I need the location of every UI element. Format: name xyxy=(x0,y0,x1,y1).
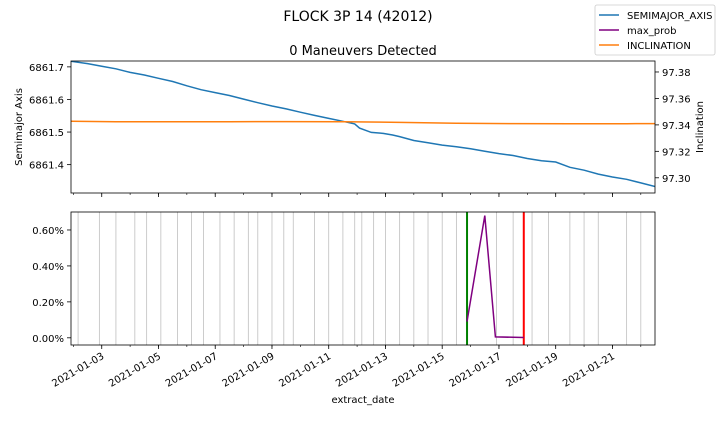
legend-label: SEMIMAJOR_AXIS xyxy=(627,11,712,22)
bottom-y-axis: 0.00% 0.20% 0.40% 0.60% xyxy=(32,226,71,345)
top-panel: 0 Maneuvers Detected 6861.46861.56861.66… xyxy=(14,44,706,197)
left-tick-label: 6861.5 xyxy=(29,128,64,139)
figure-title: FLOCK 3P 14 (42012) xyxy=(283,9,432,25)
legend-label: max_prob xyxy=(627,26,677,37)
bottom-y-tick-label: 0.20% xyxy=(32,298,64,309)
right-tick-label: 97.30 xyxy=(662,174,691,185)
top-left-axis: 6861.4 6861.5 6861.6 6861.7 xyxy=(29,63,71,172)
bottom-panel-frame xyxy=(70,211,656,346)
top-right-axis-label: Inclination xyxy=(695,101,706,153)
bottom-y-tick-label: 0.60% xyxy=(32,226,64,237)
series-line-max-prob xyxy=(466,215,524,339)
bottom-series-group xyxy=(77,212,642,345)
left-tick-label: 6861.7 xyxy=(29,63,64,74)
top-panel-title: 0 Maneuvers Detected xyxy=(289,44,437,59)
bottom-y-tick-label: 0.00% xyxy=(32,334,64,345)
legend-label: INCLINATION xyxy=(627,41,691,52)
legend-box xyxy=(594,4,716,56)
legend: SEMIMAJOR_AXIS max_prob INCLINATION xyxy=(594,4,716,56)
top-series-group xyxy=(71,61,655,188)
bottom-y-tick-label: 0.40% xyxy=(32,262,64,273)
top-right-axis: 97.30 97.32 97.34 97.36 97.38 xyxy=(655,68,691,185)
right-tick-label: 97.34 xyxy=(662,121,691,132)
top-panel-frame xyxy=(70,60,656,194)
right-tick-label: 97.36 xyxy=(662,94,691,105)
x-axis-label: extract_date xyxy=(331,395,394,406)
left-tick-label: 6861.6 xyxy=(29,95,64,106)
right-tick-label: 97.32 xyxy=(662,147,691,158)
series-line-semimajor-axis xyxy=(71,61,655,188)
left-tick-label: 6861.4 xyxy=(29,161,64,172)
series-line-inclination xyxy=(71,120,655,125)
right-tick-label: 97.38 xyxy=(662,68,691,79)
top-left-axis-label: Semimajor Axis xyxy=(14,88,25,166)
